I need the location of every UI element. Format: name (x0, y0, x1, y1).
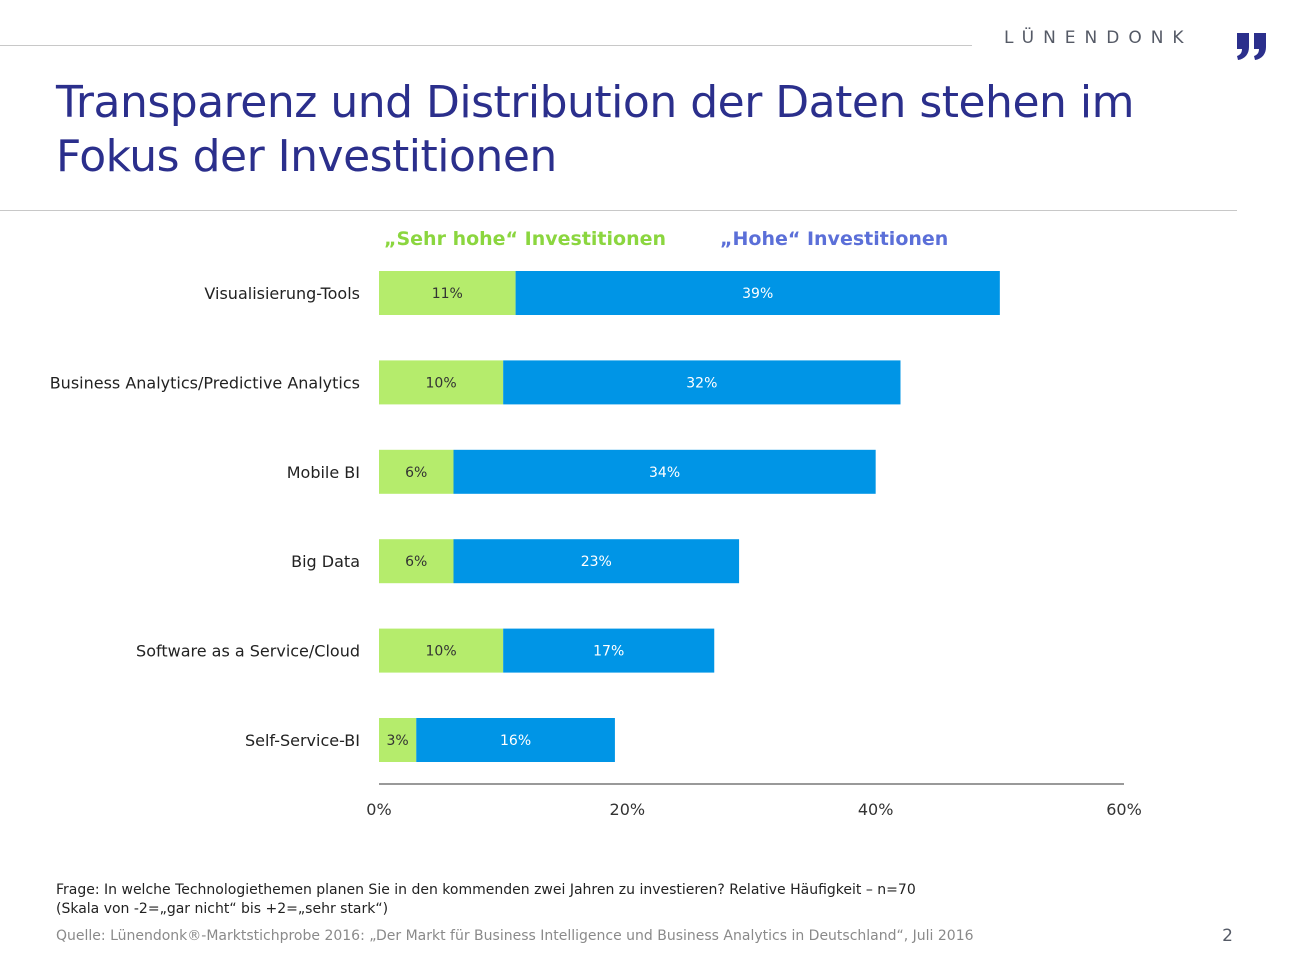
data-label-sehr-hohe: 11% (432, 286, 463, 302)
data-label-sehr-hohe: 6% (405, 465, 427, 481)
bar-sehr-hohe (379, 360, 504, 405)
brand-name: LÜNENDONK (1004, 28, 1193, 48)
x-tick-label: 20% (610, 800, 646, 819)
bar-hohe (453, 449, 876, 494)
bar-hohe (503, 628, 715, 673)
category-label: Software as a Service/Cloud (136, 642, 360, 661)
bar-sehr-hohe (379, 718, 417, 762)
data-label-sehr-hohe: 6% (405, 554, 427, 570)
brand-quote-icon (1237, 33, 1266, 60)
survey-question: Frage: In welche Technologiethemen plane… (56, 881, 916, 919)
legend-sehr-hohe: „Sehr hohe“ Investitionen (384, 228, 667, 250)
bar-sehr-hohe (379, 628, 504, 673)
x-tick-label: 60% (1106, 800, 1142, 819)
data-label-hohe: 34% (649, 465, 680, 481)
data-label-hohe: 23% (581, 554, 612, 570)
data-label-sehr-hohe: 3% (387, 733, 409, 749)
category-label: Big Data (291, 552, 360, 571)
header-rule (0, 45, 972, 46)
survey-question-line1: Frage: In welche Technologiethemen plane… (56, 882, 916, 898)
category-label: Mobile BI (287, 463, 360, 482)
data-label-hohe: 39% (742, 286, 773, 302)
bar-hohe (503, 360, 901, 405)
bar-hohe (515, 271, 1000, 315)
category-label: Self-Service-BI (245, 731, 360, 750)
category-label: Business Analytics/Predictive Analytics (50, 373, 360, 392)
bar-sehr-hohe (379, 449, 454, 494)
data-label-hohe: 16% (500, 733, 531, 749)
survey-question-line2: (Skala von -2=„gar nicht“ bis +2=„sehr s… (56, 901, 389, 917)
data-label-sehr-hohe: 10% (426, 644, 457, 660)
bar-sehr-hohe (379, 539, 454, 584)
page-title: Transparenz und Distribution der Daten s… (56, 77, 1134, 182)
legend-hohe: „Hohe“ Investitionen (720, 228, 949, 250)
x-tick-label: 40% (858, 800, 894, 819)
page-number: 2 (1222, 926, 1233, 946)
source-note: Quelle: Lünendonk®-Marktstichprobe 2016:… (56, 928, 974, 944)
brand-quote-right (1254, 33, 1266, 60)
brand-wordmark: LÜNENDONK (1004, 28, 1193, 48)
title-rule (0, 210, 1237, 211)
brand-quote-left (1237, 33, 1249, 60)
bar-hohe (453, 539, 740, 584)
bar-sehr-hohe (379, 271, 516, 315)
data-label-sehr-hohe: 10% (426, 375, 457, 391)
data-label-hohe: 17% (593, 644, 624, 660)
data-label-hohe: 32% (686, 375, 717, 391)
category-label: Visualisierung-Tools (204, 284, 360, 303)
x-tick-label: 0% (366, 800, 391, 819)
bar-hohe (416, 718, 615, 762)
